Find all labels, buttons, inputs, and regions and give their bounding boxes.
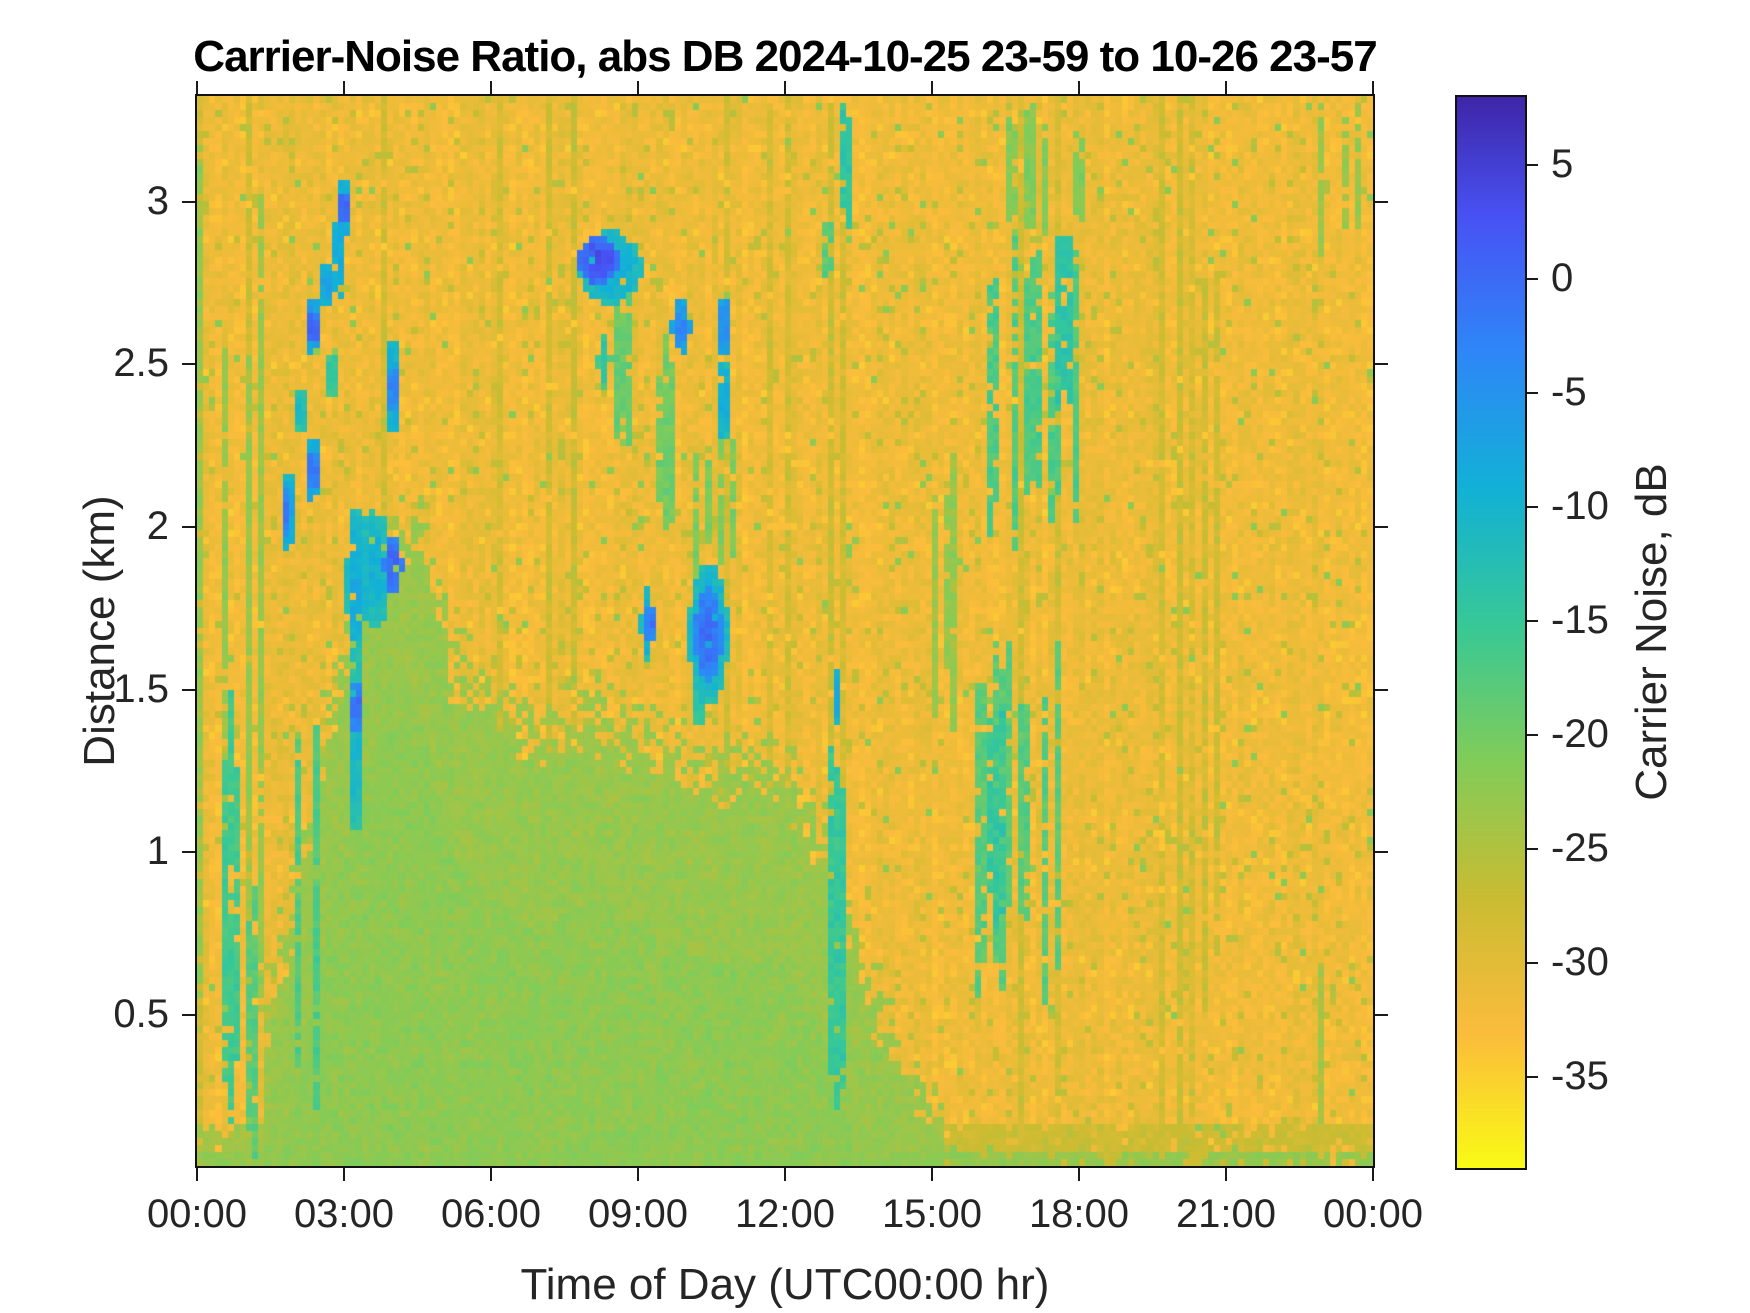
colorbar-tick-label: -30 xyxy=(1551,939,1609,984)
x-tick-mark xyxy=(637,1168,639,1181)
y-tick-mark-right xyxy=(1375,688,1388,691)
x-tick-mark-top xyxy=(1225,81,1227,94)
x-tick-label: 21:00 xyxy=(1175,1192,1277,1236)
y-tick-label: 1 xyxy=(146,829,169,874)
x-tick-label: 06:00 xyxy=(440,1192,542,1236)
heatmap-canvas xyxy=(197,96,1373,1166)
x-tick-mark xyxy=(931,1168,933,1181)
y-tick-label: 1.5 xyxy=(113,666,169,711)
colorbar-canvas xyxy=(1457,97,1525,1168)
y-tick-mark-right xyxy=(1375,851,1388,854)
x-tick-mark-top xyxy=(931,81,933,94)
x-tick-mark-top xyxy=(343,81,345,94)
x-tick-label: 03:00 xyxy=(293,1192,395,1236)
x-tick-mark-top xyxy=(490,81,492,94)
colorbar-tick-mark xyxy=(1527,961,1538,964)
colorbar-tick-label: -35 xyxy=(1551,1053,1609,1098)
colorbar-tick-mark xyxy=(1527,734,1538,737)
x-tick-label: 12:00 xyxy=(734,1192,836,1236)
x-tick-mark-top xyxy=(1078,81,1080,94)
colorbar-tick-label: -15 xyxy=(1551,598,1609,643)
y-tick-label: 0.5 xyxy=(113,991,169,1036)
x-tick-label: 18:00 xyxy=(1028,1192,1130,1236)
colorbar-tick-mark xyxy=(1527,392,1538,395)
x-tick-mark xyxy=(1225,1168,1227,1181)
x-tick-mark-top xyxy=(1372,81,1374,94)
x-tick-label: 15:00 xyxy=(881,1192,983,1236)
x-tick-label: 00:00 xyxy=(1322,1192,1424,1236)
y-tick-mark xyxy=(182,363,195,366)
y-tick-mark-right xyxy=(1375,1013,1388,1016)
colorbar-tick-mark xyxy=(1527,164,1538,167)
y-tick-label: 3 xyxy=(146,178,169,223)
x-axis-label: Time of Day (UTC00:00 hr) xyxy=(520,1260,1050,1309)
colorbar-tick-mark xyxy=(1527,847,1538,850)
colorbar-tick-mark xyxy=(1527,620,1538,623)
y-tick-mark xyxy=(182,1013,195,1016)
y-tick-mark xyxy=(182,525,195,528)
plot-area xyxy=(195,94,1375,1168)
colorbar-tick-mark xyxy=(1527,278,1538,281)
x-tick-mark-top xyxy=(637,81,639,94)
colorbar-tick-label: 5 xyxy=(1551,142,1574,187)
y-tick-label: 2 xyxy=(146,503,169,548)
x-tick-mark xyxy=(1078,1168,1080,1181)
colorbar-tick-label: -10 xyxy=(1551,484,1609,529)
y-tick-mark-right xyxy=(1375,363,1388,366)
colorbar-tick-label: 0 xyxy=(1551,256,1574,301)
y-tick-mark xyxy=(182,688,195,691)
colorbar xyxy=(1455,95,1527,1170)
colorbar-tick-label: -5 xyxy=(1551,370,1587,415)
x-tick-mark-top xyxy=(784,81,786,94)
x-tick-label: 09:00 xyxy=(587,1192,689,1236)
x-tick-mark xyxy=(1372,1168,1374,1181)
y-tick-mark-right xyxy=(1375,200,1388,203)
x-tick-mark xyxy=(196,1168,198,1181)
x-tick-mark xyxy=(784,1168,786,1181)
colorbar-tick-label: -20 xyxy=(1551,712,1609,757)
y-tick-mark-right xyxy=(1375,525,1388,528)
x-tick-label: 00:00 xyxy=(146,1192,248,1236)
x-tick-mark-top xyxy=(196,81,198,94)
colorbar-tick-label: -25 xyxy=(1551,825,1609,870)
y-tick-label: 2.5 xyxy=(113,341,169,386)
x-tick-mark xyxy=(490,1168,492,1181)
x-tick-mark xyxy=(343,1168,345,1181)
plot-title: Carrier-Noise Ratio, abs DB 2024-10-25 2… xyxy=(193,32,1377,81)
colorbar-tick-mark xyxy=(1527,506,1538,509)
y-tick-mark xyxy=(182,200,195,203)
y-tick-mark xyxy=(182,851,195,854)
colorbar-tick-mark xyxy=(1527,1075,1538,1078)
